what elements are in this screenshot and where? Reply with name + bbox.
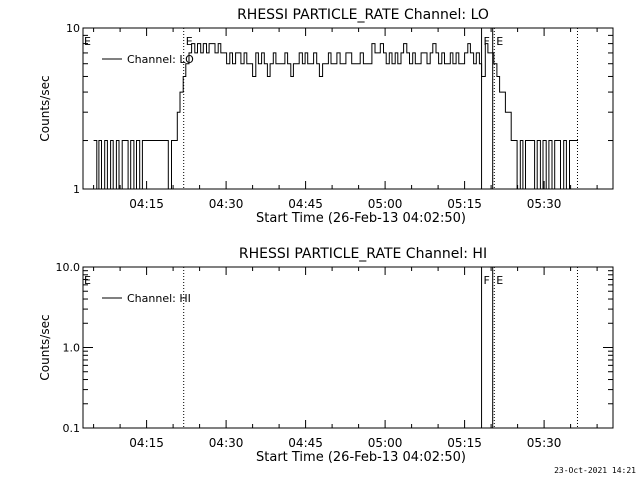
y-axis-label: Counts/sec: [38, 75, 52, 141]
legend-label: Channel: HI: [127, 292, 191, 305]
edge-flag-label: E: [84, 274, 91, 287]
x-tick-label: 05:00: [368, 197, 403, 211]
legend-label: Channel: LO: [127, 53, 194, 66]
x-tick-label: 05:30: [527, 197, 562, 211]
footer-date: 23-Oct-2021 14:21: [554, 466, 636, 475]
event-mark-label: F: [484, 274, 490, 287]
chart-panel-1: RHESSI PARTICLE_RATE Channel: HI 04:15 04:…: [38, 246, 614, 465]
chart-title: RHESSI PARTICLE_RATE Channel: LO: [237, 7, 489, 23]
y-axis-label: Counts/sec: [38, 314, 52, 380]
event-mark-label: E: [496, 35, 503, 48]
x-axis-label: Start Time (26-Feb-13 04:02:50): [256, 450, 466, 465]
event-mark-label: F: [484, 35, 490, 48]
chart-panel-0: RHESSI PARTICLE_RATE Channel: LO 04:15 04:…: [38, 7, 614, 226]
y-tick-label: 1: [73, 183, 80, 196]
x-axis-label: Start Time (26-Feb-13 04:02:50): [256, 211, 466, 226]
y-tick-label: 0.1: [63, 422, 81, 435]
x-tick-label: 05:00: [368, 436, 403, 450]
x-tick-label: 04:45: [288, 436, 323, 450]
x-tick-label: 05:30: [527, 436, 562, 450]
x-tick-label: 04:45: [288, 197, 323, 211]
x-tick-label: 04:15: [129, 436, 164, 450]
x-tick-label: 05:15: [447, 436, 482, 450]
x-tick-label: 04:30: [209, 436, 244, 450]
y-tick-label: 10: [66, 22, 80, 35]
event-mark-label: E: [186, 35, 193, 48]
plot-frame: [82, 27, 614, 190]
event-mark-label: E: [496, 274, 503, 287]
x-tick-label: 04:15: [129, 197, 164, 211]
y-tick-label: 1.0: [63, 342, 81, 355]
x-tick-label: 05:15: [447, 197, 482, 211]
edge-flag-label: E: [84, 35, 91, 48]
series-line-0: [93, 43, 578, 190]
y-tick-label: 10.0: [56, 261, 81, 274]
chart-title: RHESSI PARTICLE_RATE Channel: HI: [239, 246, 487, 262]
x-tick-label: 04:30: [209, 197, 244, 211]
